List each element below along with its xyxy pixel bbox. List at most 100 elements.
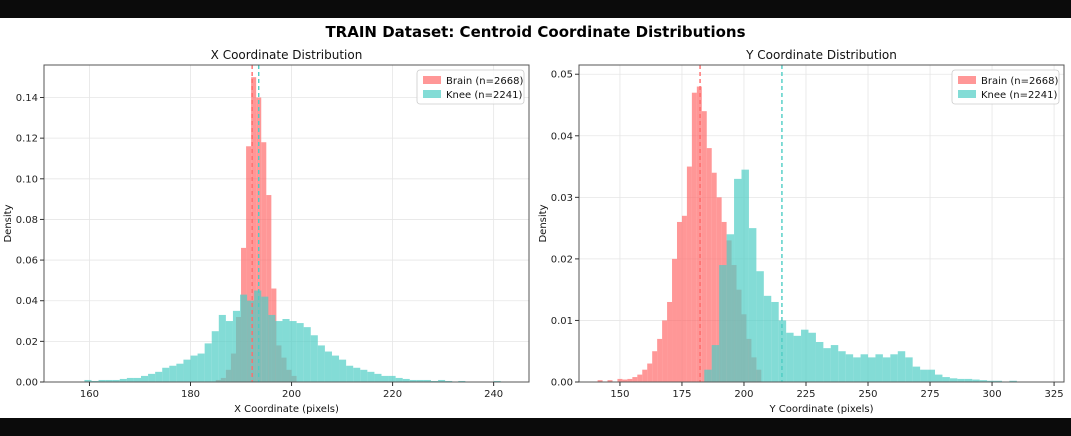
histogram-bar-knee (734, 178, 742, 382)
histogram-bar-knee (254, 290, 262, 382)
histogram-bar-knee (232, 310, 241, 382)
figure-title: TRAIN Dataset: Centroid Coordinate Distr… (325, 23, 745, 41)
legend-box (416, 69, 525, 105)
x-tick-label: 220 (383, 389, 402, 400)
histogram-bar-knee (704, 369, 712, 382)
legend-label-brain: Brain (n=2668) (446, 76, 523, 87)
histogram-bar-knee (240, 294, 248, 382)
x-tick-label: 150 (610, 389, 629, 400)
histogram-bar-knee (346, 365, 354, 382)
histogram-bar-knee (771, 301, 779, 382)
chart-y-distribution: 150 175 200 225 250 275 300 325 0.00 0.01 0.02 0.03… (538, 48, 1065, 415)
histogram-bar-brain (686, 166, 692, 382)
y-tick-label: 0.02 (551, 254, 573, 265)
histogram-bar-knee (296, 323, 304, 382)
y-tick-label: 0.14 (16, 93, 38, 104)
histogram-bar-knee (197, 353, 205, 382)
histogram-bar-knee (830, 345, 839, 382)
histogram-bar-knee (211, 331, 219, 382)
histogram-bar-knee (423, 379, 431, 382)
legend-label-brain: Brain (n=2668) (981, 76, 1058, 87)
histogram-bar-knee (987, 380, 995, 382)
histogram-bar-knee (261, 296, 269, 382)
histogram-bar-brain (662, 320, 668, 382)
histogram-bar-knee (204, 343, 212, 382)
axes-frame (43, 64, 530, 383)
histogram-bar-knee (155, 371, 163, 382)
y-tick-label: 0.03 (551, 193, 573, 204)
histogram-bar-knee (176, 363, 184, 382)
histogram-bar-brain (607, 380, 613, 382)
histogram-bar-knee (360, 369, 368, 382)
histogram-bar-knee (868, 357, 876, 382)
histogram-bar-knee (409, 379, 417, 382)
y-tick-label: 0.12 (16, 134, 38, 145)
histogram-bar-brain (622, 379, 628, 382)
histogram-bar-knee (331, 355, 340, 382)
histogram-bar-knee (275, 321, 283, 382)
histogram-bar-knee (339, 359, 347, 382)
histogram-bar-knee (247, 300, 255, 382)
legend: Brain (n=2668) Knee (n=2241) (416, 69, 525, 105)
histogram-bar-knee (493, 380, 501, 382)
histogram-bar-knee (218, 314, 226, 382)
histogram-bar-knee (141, 375, 149, 382)
histogram-bar-knee (972, 379, 980, 382)
histogram-bar-knee (430, 380, 439, 382)
histogram-bar-brain (251, 77, 257, 382)
histogram-bar-knee (317, 345, 325, 382)
histogram-bar-knee (942, 377, 950, 382)
histogram-bar-knee (897, 351, 906, 382)
histogram-bar-brain (266, 195, 272, 382)
x-tick-label: 250 (858, 389, 877, 400)
x-tick-label: 175 (672, 389, 691, 400)
histogram-bar-knee (119, 378, 127, 382)
histogram-bar-brain (637, 374, 643, 382)
histogram-bar-knee (310, 335, 318, 382)
histogram-bar-knee (112, 379, 120, 382)
histogram-bar-knee (949, 378, 958, 382)
histogram-bar-knee (162, 367, 170, 382)
histogram-bar-knee (860, 354, 869, 382)
histogram-bar-brain (642, 369, 648, 382)
histogram-bar-knee (882, 357, 891, 382)
histogram-bar-knee (957, 378, 965, 382)
histogram-bar-knee (875, 354, 883, 382)
histogram-bar-knee (994, 380, 1002, 382)
axes-frame (578, 64, 1065, 383)
histogram-bar-knee (324, 351, 332, 382)
histogram-bar-brain (681, 215, 687, 382)
histogram-bar-knee (190, 355, 198, 382)
histogram-bar-knee (183, 359, 191, 382)
histogram-bar-knee (920, 369, 928, 382)
histogram-bar-brain (701, 111, 707, 383)
histogram-bar-knee (927, 369, 935, 382)
legend-swatch-knee (958, 90, 976, 98)
x-tick-label: 200 (282, 389, 301, 400)
histogram-bar-knee (91, 380, 99, 382)
legend-box (951, 69, 1060, 105)
legend-swatch-brain (423, 76, 441, 84)
histogram-bar-knee (808, 332, 816, 382)
histogram-bar-knee (289, 321, 297, 382)
histogram-bar-knee (353, 367, 361, 382)
y-tick-label: 0.06 (16, 256, 38, 267)
histogram-bar-brain (597, 380, 603, 382)
histogram-bar-knee (815, 341, 824, 382)
histogram-bar-knee (445, 380, 453, 382)
histogram-bar-knee (719, 265, 727, 382)
x-axis-label: X Coordinate (pixels) (234, 404, 339, 415)
histogram-bar-knee (148, 373, 156, 382)
histogram-bar-knee (126, 377, 134, 382)
y-tick-label: 0.01 (551, 316, 573, 327)
histogram-bar-brain (261, 142, 267, 382)
histogram-bar-knee (98, 379, 106, 382)
figure-svg: TRAIN Dataset: Centroid Coordinate Distr… (3, 23, 1065, 415)
y-axis-label: Density (538, 204, 549, 242)
histogram-bar-knee (225, 321, 233, 382)
histogram-bar-knee (748, 228, 757, 382)
histogram-bar-brain (246, 146, 252, 382)
histogram-bar-knee (912, 366, 921, 382)
y-tick-label: 0.04 (16, 296, 38, 307)
